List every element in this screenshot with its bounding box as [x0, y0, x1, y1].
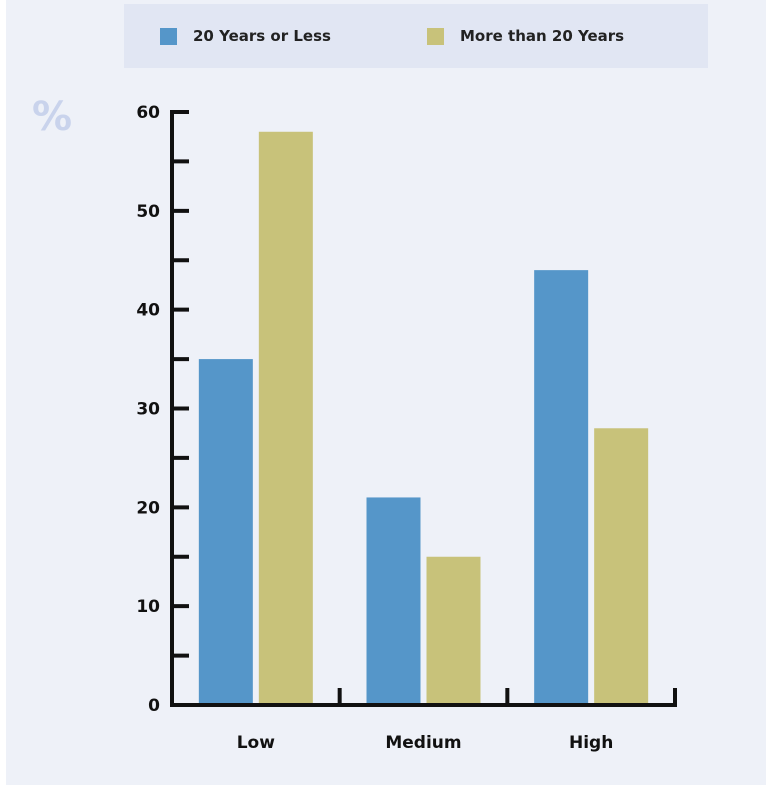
legend-swatch-20-years-or-less [160, 27, 177, 45]
legend-label-20-years-or-less: 20 Years or Less [193, 27, 331, 45]
y-tick-label-10: 10 [136, 597, 160, 617]
bar-high-series-1 [534, 270, 589, 703]
legend-swatch-more-than-20-years [427, 27, 444, 45]
legend-label-more-than-20-years: More than 20 Years [460, 27, 625, 45]
y-tick-label-30: 30 [136, 400, 160, 420]
x-category-label-medium: Medium [385, 733, 461, 753]
x-category-label-high: High [569, 733, 613, 753]
bar-medium-series-2 [426, 556, 481, 703]
bar-high-series-2 [594, 428, 649, 703]
chart-legend: 20 Years or Less More than 20 Years [124, 4, 708, 68]
bar-medium-series-1 [366, 497, 421, 703]
y-tick-labels: 0 10 20 30 40 50 60 [136, 103, 160, 716]
bar-low-series-1 [198, 359, 253, 703]
chart-bars [198, 131, 649, 703]
legend-item-more-than-20-years: More than 20 Years [427, 4, 624, 68]
y-tick-label-40: 40 [136, 301, 160, 321]
y-tick-label-60: 60 [136, 103, 160, 123]
chart-axes [170, 110, 677, 707]
y-unit-label: % [32, 94, 72, 140]
x-category-label-low: Low [237, 733, 276, 753]
bar-low-series-2 [258, 131, 313, 703]
y-tick-label-0: 0 [148, 696, 160, 716]
x-category-labels: Low Medium High [237, 733, 614, 753]
y-tick-label-50: 50 [136, 202, 160, 222]
legend-item-20-years-or-less: 20 Years or Less [160, 4, 331, 68]
y-tick-label-20: 20 [136, 498, 160, 518]
